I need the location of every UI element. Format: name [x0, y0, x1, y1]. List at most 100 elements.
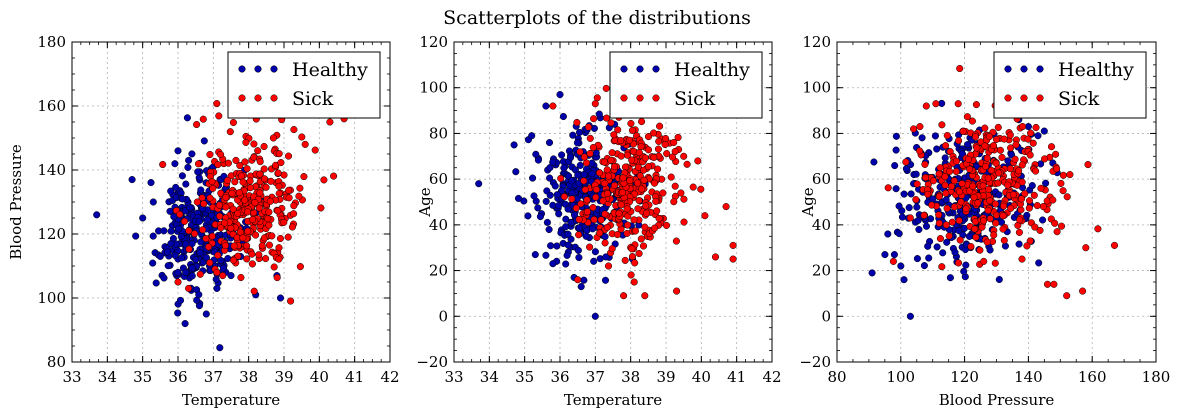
point-sick: [935, 192, 943, 201]
point-healthy: [160, 274, 168, 282]
point-sick: [1059, 171, 1067, 179]
point-sick: [638, 118, 646, 126]
point-sick: [580, 177, 588, 185]
point-sick: [1019, 122, 1027, 131]
point-healthy: [528, 132, 536, 140]
legend-marker-sick: [1020, 94, 1028, 102]
legend-label-healthy: Healthy: [292, 59, 368, 81]
point-healthy: [546, 174, 554, 182]
point-sick: [948, 218, 956, 226]
x-tick-label: 34: [480, 368, 499, 386]
point-healthy: [160, 227, 168, 235]
point-sick: [641, 154, 649, 162]
point-sick: [1049, 196, 1057, 204]
point-healthy: [907, 190, 915, 198]
point-sick: [972, 233, 980, 241]
point-sick: [1009, 191, 1017, 199]
point-sick: [978, 223, 986, 231]
y-tick-label: 180: [37, 33, 66, 51]
point-sick: [280, 218, 288, 226]
point-sick: [599, 197, 607, 205]
point-sick: [617, 137, 625, 145]
point-sick: [320, 176, 328, 184]
point-healthy: [536, 213, 544, 221]
point-sick: [701, 212, 709, 220]
point-sick: [236, 161, 244, 170]
point-healthy: [177, 254, 185, 262]
y-tick-label: 120: [419, 33, 448, 51]
legend: Healthy Sick: [993, 51, 1147, 119]
point-healthy: [213, 284, 221, 292]
point-sick: [1025, 197, 1034, 205]
point-healthy: [566, 153, 575, 161]
point-healthy: [549, 260, 557, 268]
point-sick: [674, 133, 682, 141]
point-sick: [935, 211, 943, 219]
point-sick: [267, 177, 275, 185]
point-healthy: [965, 232, 973, 240]
point-sick: [971, 133, 980, 141]
point-sick: [290, 210, 298, 218]
point-healthy: [559, 112, 567, 121]
point-sick: [277, 159, 285, 167]
y-axis-label: Age: [799, 187, 817, 217]
point-healthy: [182, 180, 190, 188]
point-sick: [651, 224, 659, 232]
point-healthy: [553, 191, 561, 199]
y-tick-label: 40: [429, 216, 448, 234]
point-healthy: [933, 243, 941, 251]
point-sick: [969, 182, 977, 190]
legend-marker-sick: [254, 94, 262, 102]
point-sick: [946, 167, 954, 175]
point-sick: [255, 204, 263, 212]
point-sick: [936, 235, 944, 243]
point-healthy: [924, 242, 932, 250]
point-sick: [644, 146, 653, 154]
points: [93, 86, 359, 352]
point-healthy: [197, 238, 205, 246]
point-sick: [260, 175, 269, 183]
point-sick: [642, 202, 650, 210]
legend-marker-sick: [636, 94, 644, 102]
point-healthy: [900, 190, 908, 198]
point-sick: [602, 84, 610, 92]
point-sick: [610, 131, 618, 139]
point-sick: [985, 185, 993, 193]
point-sick: [644, 163, 652, 171]
point-sick: [185, 227, 193, 235]
point-sick: [628, 126, 637, 134]
point-healthy: [933, 145, 941, 153]
point-sick: [262, 183, 270, 191]
point-sick: [981, 124, 989, 132]
point-healthy: [1042, 179, 1050, 187]
point-sick: [234, 252, 242, 260]
y-tick-label: 60: [812, 170, 831, 188]
legend-marker-healthy: [636, 65, 644, 73]
point-sick: [983, 238, 991, 246]
legend-label-sick: Sick: [674, 88, 716, 110]
point-sick: [1024, 135, 1032, 143]
point-sick: [1029, 139, 1037, 147]
point-sick: [243, 255, 251, 263]
point-sick: [662, 134, 670, 143]
point-sick: [1032, 167, 1040, 175]
point-healthy: [531, 251, 539, 259]
point-sick: [176, 210, 184, 218]
point-sick: [288, 223, 296, 231]
point-healthy: [188, 264, 196, 272]
point-healthy: [590, 257, 598, 265]
point-sick: [620, 292, 628, 300]
y-tick-label: 140: [37, 161, 66, 179]
point-sick: [639, 242, 648, 250]
point-healthy: [1040, 127, 1048, 135]
point-healthy: [895, 202, 903, 210]
point-sick: [963, 113, 971, 121]
point-sick: [1094, 225, 1102, 233]
point-sick: [992, 159, 1000, 167]
y-tick-label: 120: [802, 33, 831, 51]
point-healthy: [152, 279, 160, 287]
point-sick: [235, 189, 243, 197]
x-tick-label: 33: [444, 368, 463, 386]
point-sick: [1006, 165, 1014, 173]
y-tick-label: 0: [438, 307, 448, 325]
